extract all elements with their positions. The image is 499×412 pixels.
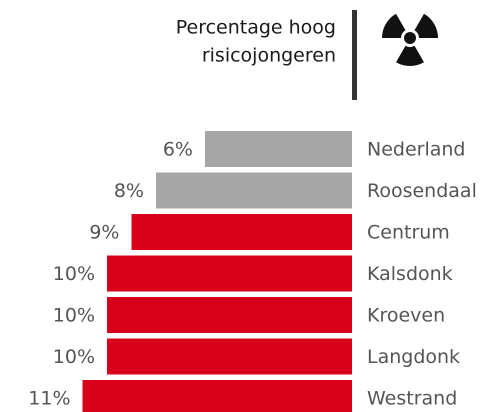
bar — [156, 172, 352, 209]
radiation-core — [404, 32, 416, 44]
value-label: 9% — [89, 222, 119, 244]
chart-title-line: risicojongeren — [202, 45, 336, 67]
category-label: Kroeven — [367, 305, 445, 327]
bar — [107, 297, 352, 333]
value-label: 6% — [163, 139, 193, 161]
bar — [131, 214, 352, 250]
category-label: Langdonk — [367, 346, 460, 368]
value-label: 10% — [53, 305, 95, 327]
category-label: Kalsdonk — [367, 263, 453, 285]
category-label: Roosendaal — [367, 180, 477, 202]
bar — [107, 338, 352, 375]
category-label: Nederland — [367, 139, 466, 161]
radiation-blade — [382, 13, 406, 38]
category-label: Centrum — [367, 222, 450, 244]
bar — [205, 131, 352, 167]
radiation-blade — [414, 13, 438, 38]
bar — [82, 380, 352, 412]
value-label: 10% — [53, 263, 95, 285]
category-label: Westrand — [367, 388, 457, 410]
value-label: 8% — [114, 180, 144, 202]
radiation-icon — [382, 13, 438, 66]
value-label: 10% — [53, 346, 95, 368]
radiation-blade — [396, 45, 424, 66]
divider — [352, 10, 357, 100]
value-label: 11% — [28, 388, 70, 410]
bar — [107, 255, 352, 292]
chart-title-line: Percentage hoog — [176, 17, 336, 39]
